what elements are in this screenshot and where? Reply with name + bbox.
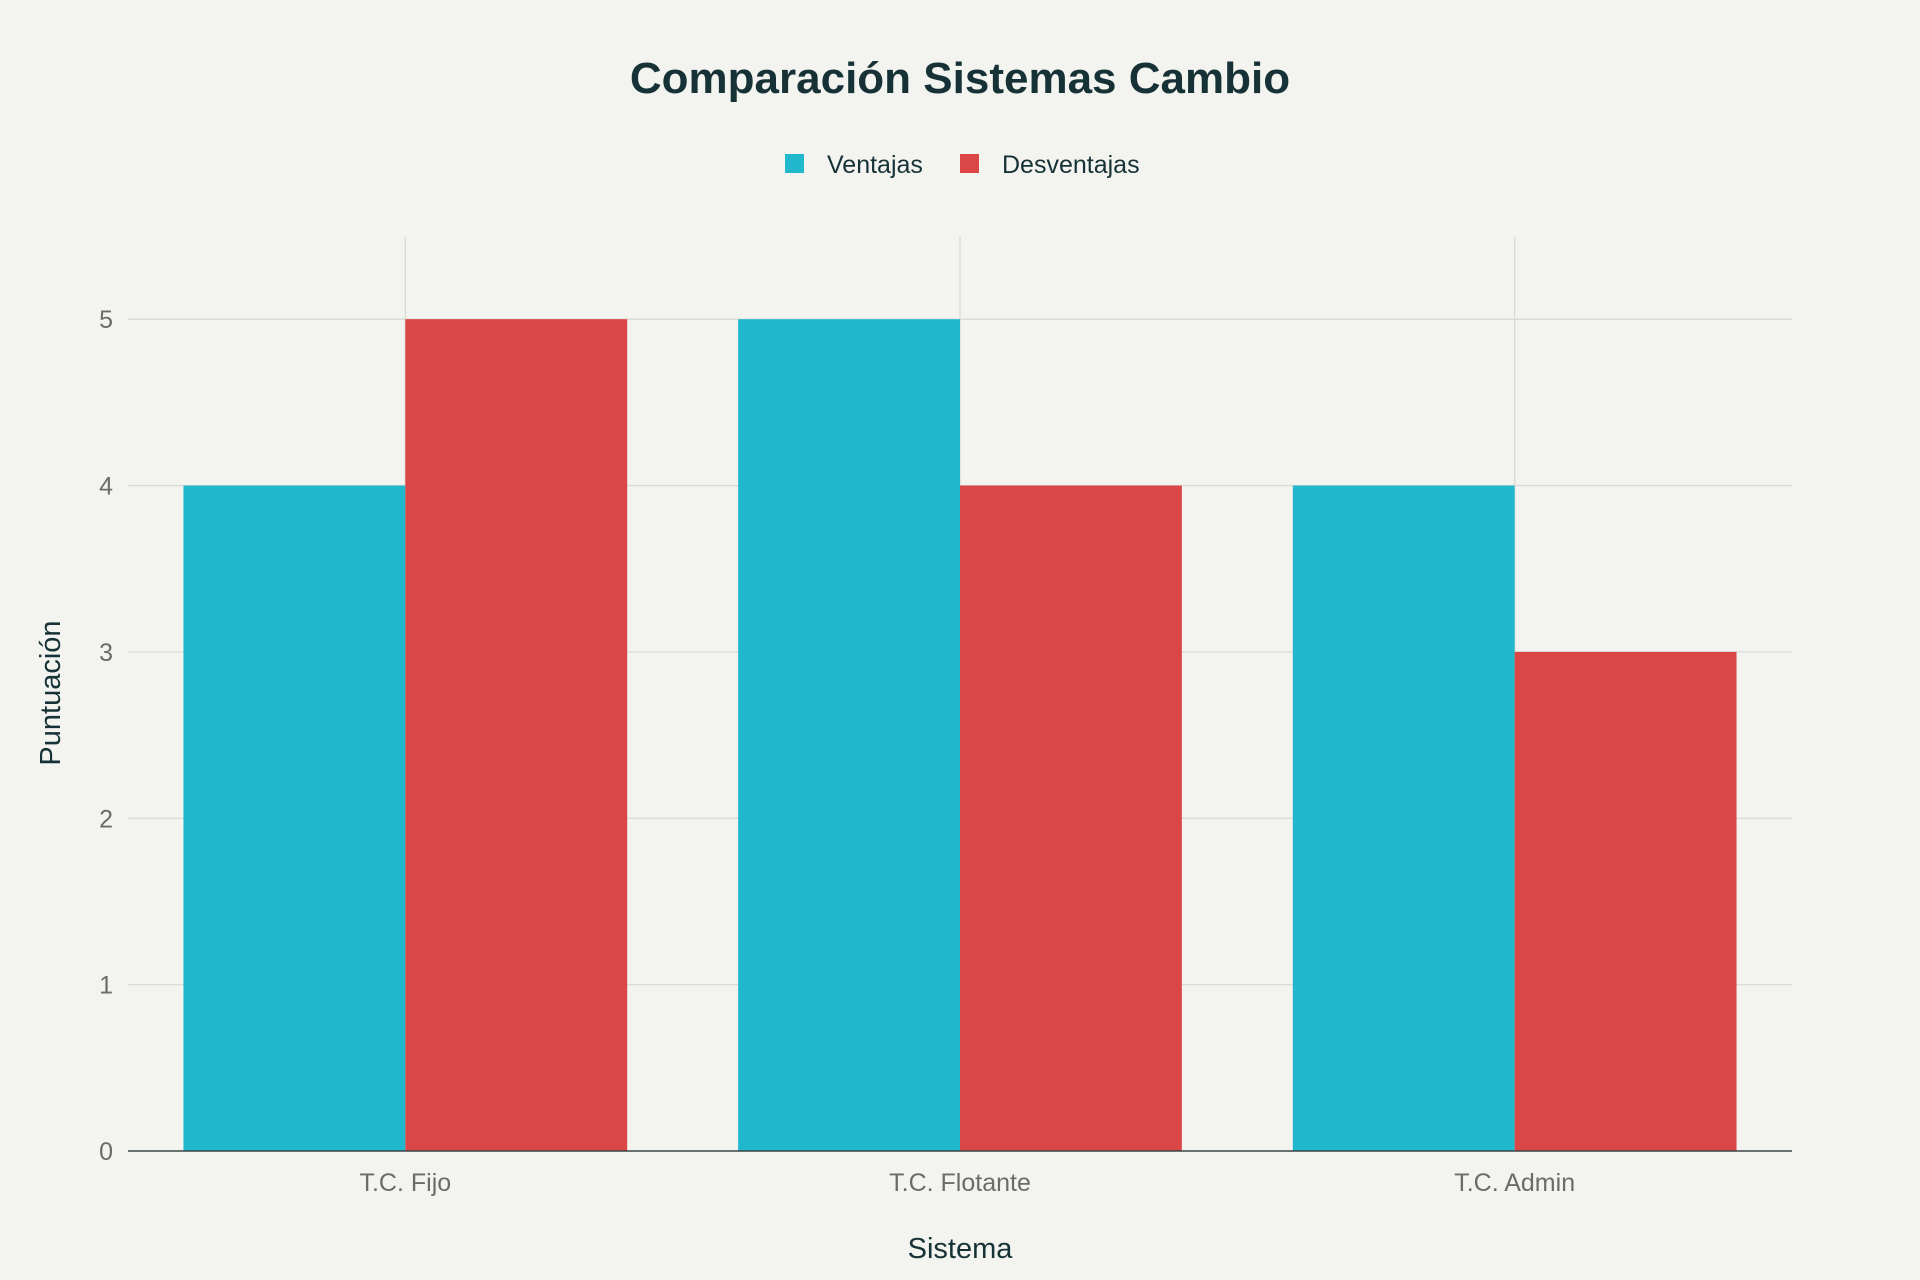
y-tick-label: 0 (99, 1138, 113, 1166)
x-tick-label: T.C. Flotante (889, 1169, 1031, 1197)
x-axis-title: Sistema (908, 1233, 1014, 1265)
bar-ventajas-3 (1292, 485, 1515, 1152)
bar-desventajas-1 (405, 319, 628, 1151)
bar-desventajas-3 (1514, 651, 1737, 1151)
x-axis-ticks: T.C. Fijo T.C. Flotante T.C. Admin (359, 1169, 1575, 1197)
chart-title: Comparación Sistemas Cambio (630, 54, 1290, 103)
x-tick-label: T.C. Admin (1454, 1169, 1575, 1197)
bars (183, 319, 1737, 1152)
x-tick-label: T.C. Fijo (359, 1169, 451, 1197)
legend-label-desventajas: Desventajas (1002, 151, 1140, 179)
legend: Ventajas Desventajas (785, 151, 1140, 179)
y-axis-title: Puntuación (35, 620, 67, 765)
y-tick-label: 3 (99, 639, 113, 667)
bar-ventajas-2 (738, 319, 960, 1151)
y-axis-ticks: 0 1 2 3 4 5 (99, 306, 113, 1166)
bar-desventajas-2 (960, 485, 1182, 1152)
legend-swatch-desventajas (960, 154, 979, 173)
legend-swatch-ventajas (785, 154, 804, 173)
legend-label-ventajas: Ventajas (827, 151, 923, 179)
y-tick-label: 1 (99, 972, 113, 1000)
bar-ventajas-1 (183, 485, 406, 1152)
y-tick-label: 4 (99, 473, 113, 501)
y-tick-label: 5 (99, 306, 113, 334)
y-tick-label: 2 (99, 805, 113, 833)
